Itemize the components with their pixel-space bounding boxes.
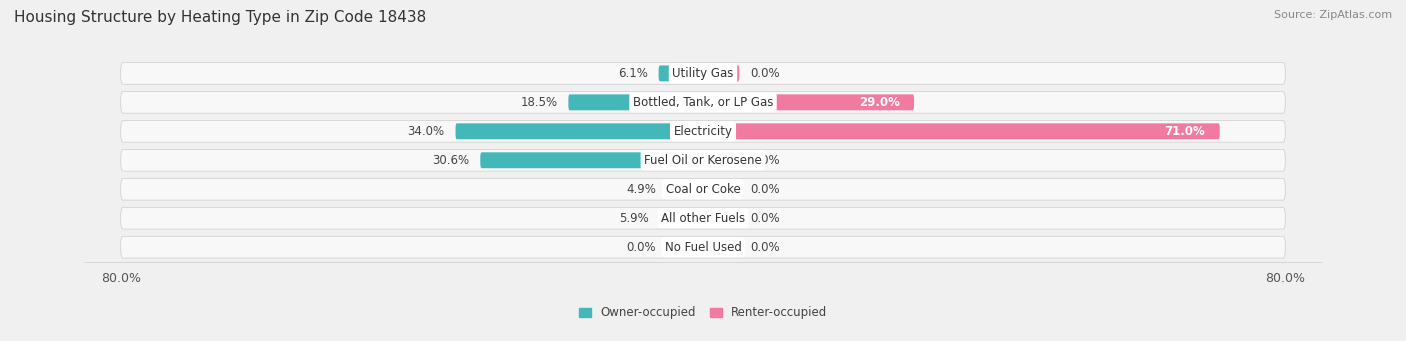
FancyBboxPatch shape: [703, 210, 740, 226]
Text: 34.0%: 34.0%: [408, 125, 444, 138]
FancyBboxPatch shape: [568, 94, 703, 110]
FancyBboxPatch shape: [121, 236, 1285, 258]
Text: 30.6%: 30.6%: [432, 154, 470, 167]
Text: Fuel Oil or Kerosene: Fuel Oil or Kerosene: [644, 154, 762, 167]
FancyBboxPatch shape: [481, 152, 703, 168]
Text: Source: ZipAtlas.com: Source: ZipAtlas.com: [1274, 10, 1392, 20]
FancyBboxPatch shape: [703, 94, 914, 110]
Text: 6.1%: 6.1%: [617, 67, 648, 80]
FancyBboxPatch shape: [456, 123, 703, 139]
Text: No Fuel Used: No Fuel Used: [665, 241, 741, 254]
Text: 0.0%: 0.0%: [751, 212, 780, 225]
FancyBboxPatch shape: [121, 178, 1285, 200]
FancyBboxPatch shape: [703, 65, 740, 81]
Text: Bottled, Tank, or LP Gas: Bottled, Tank, or LP Gas: [633, 96, 773, 109]
Text: Coal or Coke: Coal or Coke: [665, 183, 741, 196]
Text: 4.9%: 4.9%: [627, 183, 657, 196]
Text: 18.5%: 18.5%: [520, 96, 557, 109]
FancyBboxPatch shape: [658, 65, 703, 81]
Text: 0.0%: 0.0%: [751, 154, 780, 167]
Text: 29.0%: 29.0%: [859, 96, 900, 109]
FancyBboxPatch shape: [703, 123, 1220, 139]
FancyBboxPatch shape: [121, 91, 1285, 113]
Text: 5.9%: 5.9%: [620, 212, 650, 225]
Text: 0.0%: 0.0%: [751, 241, 780, 254]
Text: Utility Gas: Utility Gas: [672, 67, 734, 80]
FancyBboxPatch shape: [121, 62, 1285, 84]
Text: 71.0%: 71.0%: [1164, 125, 1205, 138]
FancyBboxPatch shape: [121, 149, 1285, 171]
FancyBboxPatch shape: [666, 239, 703, 255]
Text: 0.0%: 0.0%: [751, 183, 780, 196]
Text: Housing Structure by Heating Type in Zip Code 18438: Housing Structure by Heating Type in Zip…: [14, 10, 426, 25]
FancyBboxPatch shape: [121, 207, 1285, 229]
FancyBboxPatch shape: [703, 181, 740, 197]
Text: All other Fuels: All other Fuels: [661, 212, 745, 225]
FancyBboxPatch shape: [703, 152, 740, 168]
Text: 0.0%: 0.0%: [626, 241, 655, 254]
Text: Electricity: Electricity: [673, 125, 733, 138]
Text: 0.0%: 0.0%: [751, 67, 780, 80]
FancyBboxPatch shape: [659, 210, 703, 226]
FancyBboxPatch shape: [703, 239, 740, 255]
Legend: Owner-occupied, Renter-occupied: Owner-occupied, Renter-occupied: [579, 306, 827, 319]
FancyBboxPatch shape: [121, 120, 1285, 142]
FancyBboxPatch shape: [668, 181, 703, 197]
